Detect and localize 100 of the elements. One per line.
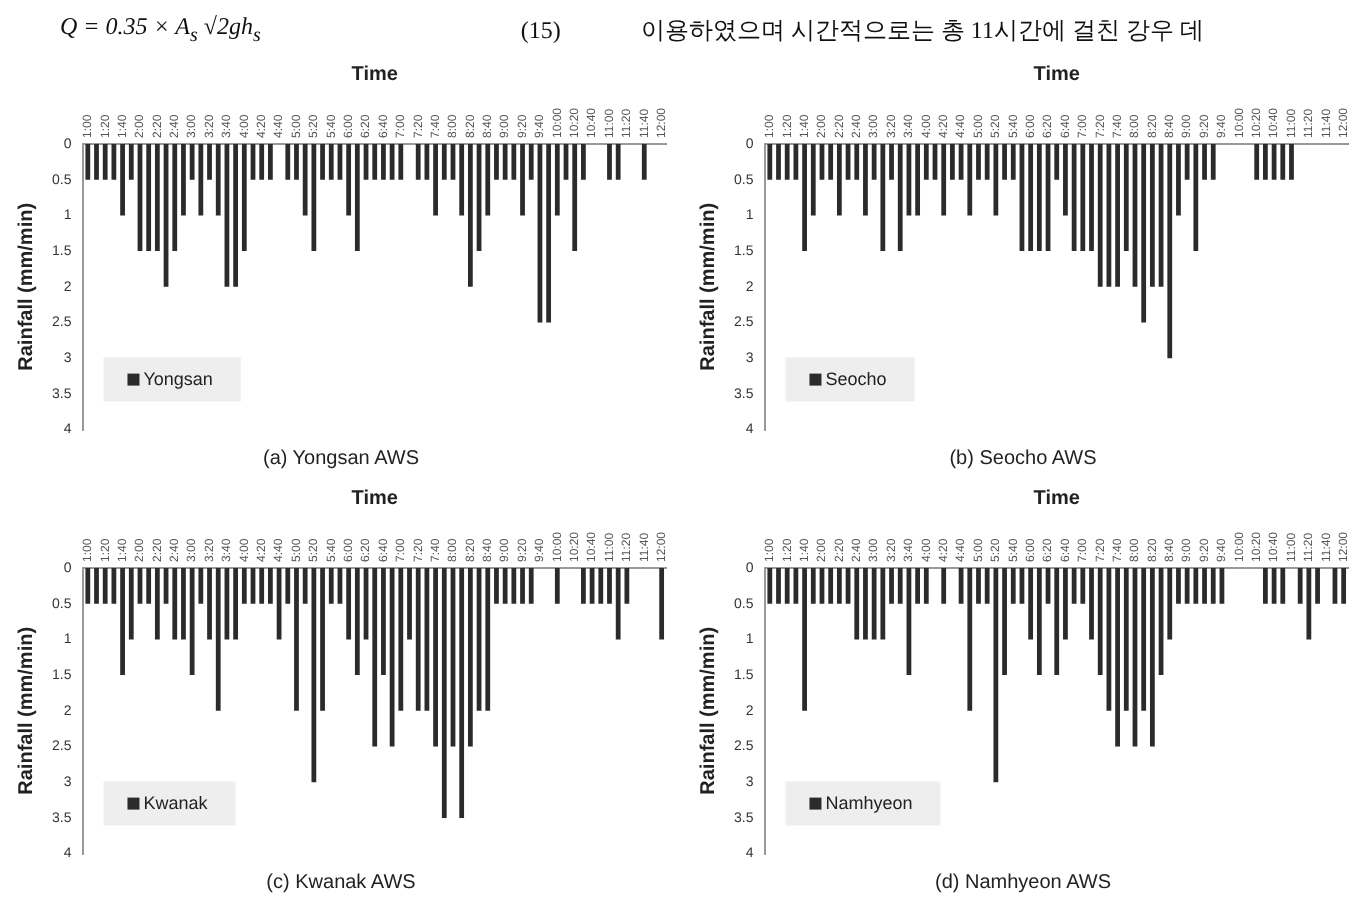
bar [1201, 144, 1206, 180]
bar [353, 568, 359, 676]
bar [1262, 144, 1267, 180]
bar [466, 144, 472, 287]
bar [101, 144, 107, 180]
bar [862, 144, 867, 216]
bar [1027, 568, 1033, 640]
bar [388, 144, 394, 180]
bar [1122, 568, 1128, 711]
text: 이용하였으며 시간적으로는 총 11시간에 걸친 강우 데 [640, 13, 1204, 47]
bar [484, 568, 490, 711]
bar [267, 568, 272, 604]
bar [432, 144, 437, 216]
bar [896, 144, 902, 252]
bar [388, 568, 394, 747]
bar [1096, 144, 1102, 287]
text: (b) Seocho AWS [949, 448, 1097, 470]
bar [658, 568, 664, 640]
bar [992, 568, 998, 783]
bar [1209, 144, 1215, 180]
bar [888, 144, 893, 180]
bar [1140, 568, 1146, 711]
bar [614, 144, 620, 180]
bar [1053, 144, 1059, 180]
bar [493, 568, 498, 604]
x-axis-title: Time [1032, 63, 1080, 86]
bar [197, 144, 203, 216]
bar [975, 568, 980, 604]
bar [1183, 568, 1189, 604]
bar [983, 144, 989, 180]
bar [553, 144, 559, 216]
y-axis-title: Rainfall (mm/min) [696, 626, 719, 795]
bar [458, 568, 464, 818]
bar [922, 568, 928, 604]
bar [232, 568, 238, 640]
bar [171, 144, 177, 252]
bar [1183, 144, 1189, 180]
bar [127, 144, 133, 180]
bar [345, 568, 351, 640]
bar [1192, 568, 1198, 604]
bar [1096, 568, 1102, 676]
bar [119, 144, 124, 216]
bar [1296, 568, 1302, 604]
bar [171, 568, 177, 640]
bar [835, 568, 841, 604]
bar [1279, 144, 1285, 180]
bar [1035, 144, 1041, 252]
bar [580, 144, 585, 180]
bar [1079, 144, 1085, 252]
bar [914, 144, 920, 216]
bar [896, 568, 902, 604]
y-axis-title: Rainfall (mm/min) [14, 202, 37, 371]
bar [766, 568, 772, 604]
bar [1175, 144, 1180, 216]
bar [414, 568, 420, 711]
bar [353, 144, 359, 252]
bar [1175, 568, 1180, 604]
bar [319, 144, 324, 180]
bar [949, 144, 954, 180]
bar [519, 568, 524, 604]
bar [1140, 144, 1146, 323]
bar [1088, 144, 1093, 252]
text: (15) [520, 15, 561, 45]
bar [853, 568, 859, 640]
bar [310, 568, 316, 783]
text: (c) Kwanak AWS [266, 872, 416, 894]
bar [640, 144, 646, 180]
bar [597, 568, 603, 604]
bar [1262, 568, 1267, 604]
bar [1088, 568, 1093, 640]
bar [614, 568, 620, 640]
bar [293, 568, 298, 711]
bar [1253, 144, 1259, 180]
bar [301, 144, 307, 216]
bar [527, 144, 533, 180]
bar [145, 568, 151, 604]
bar [775, 568, 780, 604]
bar [801, 568, 806, 711]
bar [1062, 144, 1067, 216]
bar [553, 568, 559, 604]
bar [188, 144, 194, 180]
bar [371, 568, 377, 747]
bar [922, 144, 928, 180]
bar [1305, 568, 1311, 640]
bar [1027, 144, 1033, 252]
bar [501, 568, 507, 604]
bar [458, 144, 464, 216]
bar [127, 568, 133, 640]
bar [1201, 568, 1206, 604]
bar [466, 568, 472, 747]
bar [1192, 144, 1198, 252]
bar [1035, 568, 1041, 676]
bar [1114, 144, 1119, 287]
bar [493, 144, 498, 180]
bar [1001, 568, 1006, 676]
bar [1062, 568, 1067, 640]
bar [406, 568, 411, 640]
bar [801, 144, 806, 252]
bar [214, 144, 220, 216]
bar [206, 568, 211, 640]
